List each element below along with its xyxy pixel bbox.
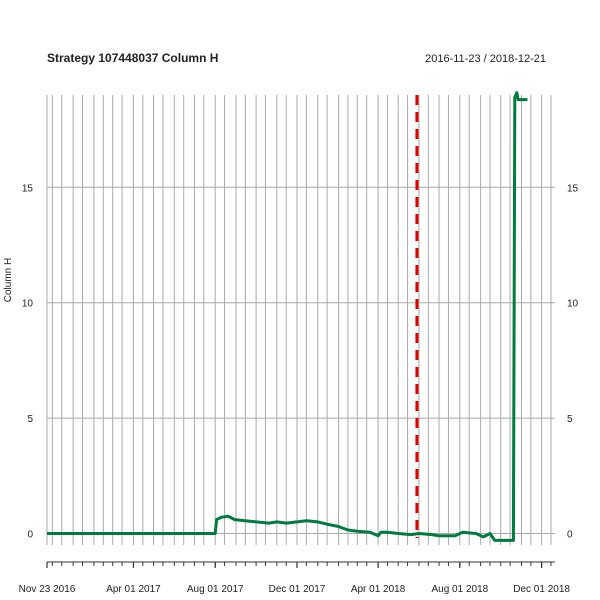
y-tick-label: 5 <box>567 414 573 425</box>
series-line <box>47 91 528 542</box>
chart-title: Strategy 107448037 Column H <box>47 51 218 65</box>
date-range-label: 2016-11-23 / 2018-12-21 <box>425 53 546 65</box>
x-tick-label: Aug 01 2018 <box>431 584 488 595</box>
y-tick-label: 0 <box>27 529 33 540</box>
y-tick-labels-right: 0 5 10 15 <box>567 183 579 540</box>
y-tick-label: 10 <box>567 299 579 310</box>
gridlines <box>46 95 555 545</box>
y-axis-label: Column H <box>3 258 14 302</box>
y-tick-label: 15 <box>567 183 579 194</box>
y-tick-label: 5 <box>27 414 33 425</box>
y-tick-label: 15 <box>22 183 34 194</box>
x-tick-label: Nov 23 2016 <box>19 584 76 595</box>
series-layer <box>47 91 528 542</box>
x-tick-label: Apr 01 2018 <box>351 584 406 595</box>
x-tick-label: Dec 01 2017 <box>269 584 326 595</box>
y-tick-label: 0 <box>567 529 573 540</box>
x-tick-label: Apr 01 2017 <box>106 584 161 595</box>
x-tick-label: Aug 01 2017 <box>187 584 244 595</box>
x-tick-label: Dec 01 2018 <box>513 584 570 595</box>
y-tick-label: 10 <box>22 299 34 310</box>
y-tick-labels-left: 0 5 10 15 <box>22 183 34 540</box>
x-axis: Nov 23 2016 Apr 01 2017 Aug 01 2017 Dec 01 … <box>19 561 570 595</box>
